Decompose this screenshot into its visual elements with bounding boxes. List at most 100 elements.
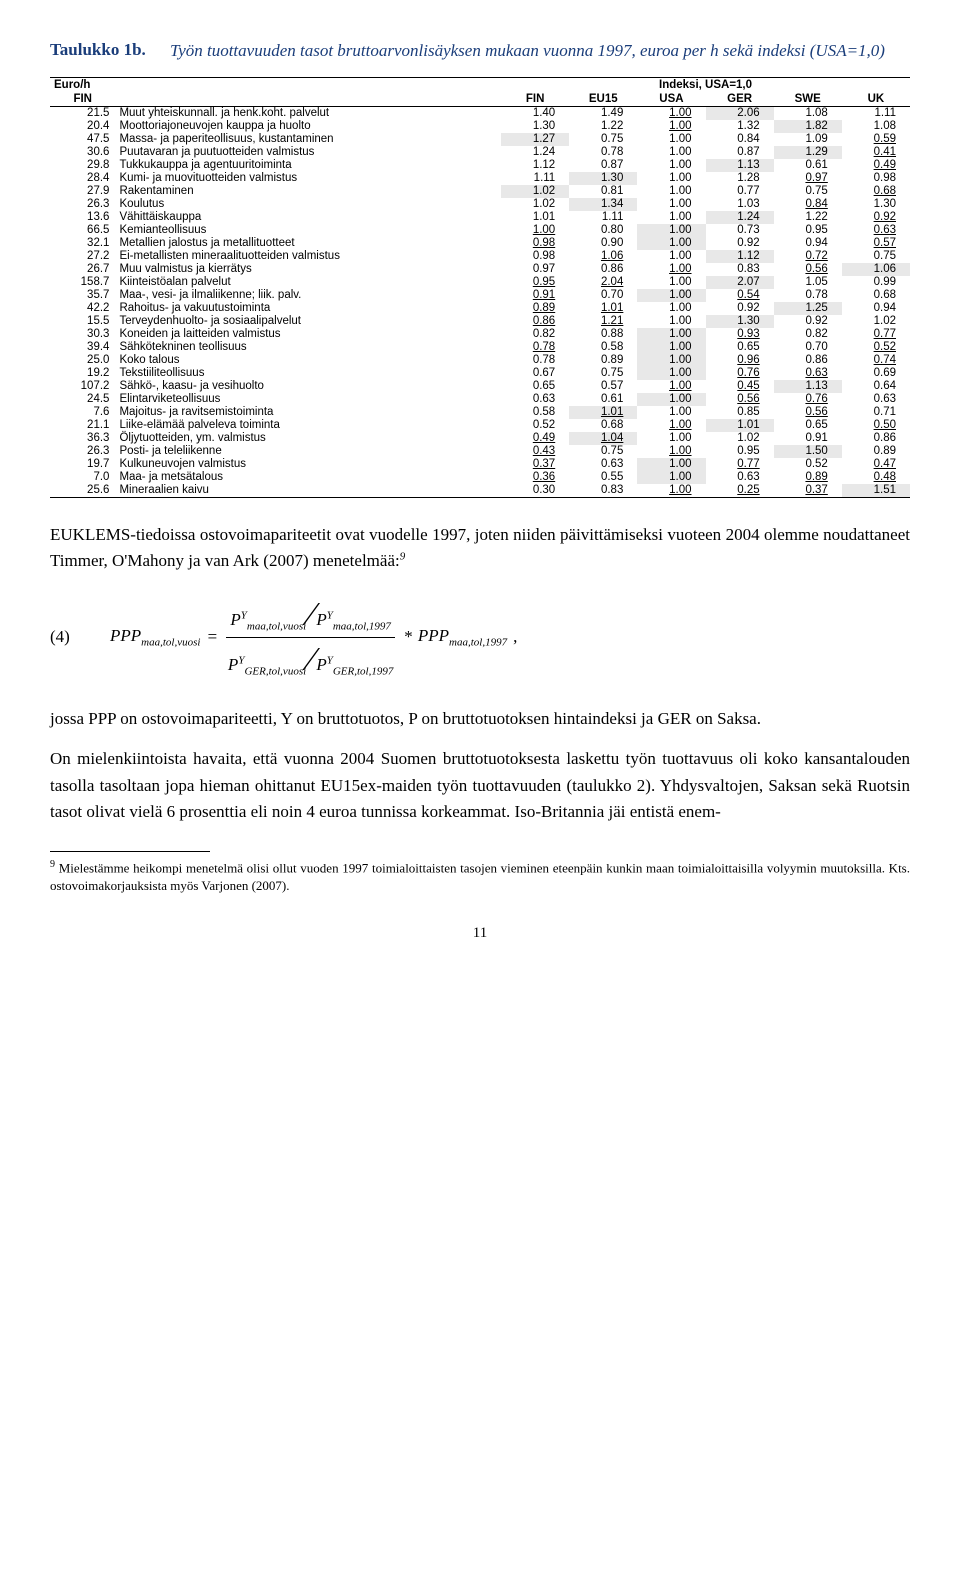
- cell-value: 0.56: [774, 406, 842, 419]
- cell-value: 0.68: [842, 185, 910, 198]
- cell-value: 1.05: [774, 276, 842, 289]
- cell-label: Koko talous: [115, 354, 501, 367]
- cell-value: 0.71: [842, 406, 910, 419]
- cell-euro: 7.0: [50, 471, 115, 484]
- cell-euro: 19.2: [50, 367, 115, 380]
- cell-value: 0.52: [501, 419, 569, 432]
- formula-row: (4) PPPmaa,tol,vuosi = PYmaa,tol,vuosi ⁄…: [50, 593, 910, 682]
- cell-value: 0.86: [842, 432, 910, 445]
- cell-value: 1.00: [637, 315, 705, 328]
- table-row: 42.2Rahoitus- ja vakuutustoiminta0.891.0…: [50, 302, 910, 315]
- table-title: Taulukko 1b. Työn tuottavuuden tasot bru…: [50, 40, 910, 63]
- table-row: 27.2Ei-metallisten mineraalituotteiden v…: [50, 250, 910, 263]
- cell-value: 0.56: [774, 263, 842, 276]
- cell-value: 0.91: [501, 289, 569, 302]
- cell-value: 0.37: [501, 458, 569, 471]
- cell-euro: 107.2: [50, 380, 115, 393]
- table-row: 15.5Terveydenhuolto- ja sosiaalipalvelut…: [50, 315, 910, 328]
- table-row: 21.1Liike-elämää palveleva toiminta0.520…: [50, 419, 910, 432]
- table-row: 27.9Rakentaminen1.020.811.000.770.750.68: [50, 185, 910, 198]
- cell-value: 1.30: [569, 172, 637, 185]
- table-row: 25.6Mineraalien kaivu0.300.831.000.250.3…: [50, 484, 910, 498]
- cell-value: 0.65: [706, 341, 774, 354]
- cell-value: 0.75: [569, 133, 637, 146]
- cell-value: 2.04: [569, 276, 637, 289]
- cell-label: Ei-metallisten mineraalituotteiden valmi…: [115, 250, 501, 263]
- cell-value: 0.82: [774, 328, 842, 341]
- cell-value: 0.70: [569, 289, 637, 302]
- table-header-row-2: FIN FIN EU15 USA GER SWE UK: [50, 92, 910, 107]
- cell-value: 0.72: [774, 250, 842, 263]
- cell-value: 1.00: [637, 120, 705, 133]
- cell-value: 0.89: [501, 302, 569, 315]
- cell-value: 0.75: [842, 250, 910, 263]
- cell-euro: 7.6: [50, 406, 115, 419]
- cell-value: 1.00: [637, 406, 705, 419]
- cell-value: 0.99: [842, 276, 910, 289]
- table-header-row-1: Euro/h Indeksi, USA=1,0: [50, 77, 910, 92]
- cell-value: 0.58: [569, 341, 637, 354]
- cell-value: 0.64: [842, 380, 910, 393]
- cell-value: 1.01: [569, 406, 637, 419]
- cell-value: 1.11: [501, 172, 569, 185]
- cell-value: 1.01: [569, 302, 637, 315]
- cell-value: 1.13: [774, 380, 842, 393]
- cell-euro: 42.2: [50, 302, 115, 315]
- cell-value: 1.02: [842, 315, 910, 328]
- cell-value: 0.83: [569, 484, 637, 498]
- cell-value: 0.68: [842, 289, 910, 302]
- cell-value: 0.98: [501, 237, 569, 250]
- cell-value: 1.09: [774, 133, 842, 146]
- cell-value: 0.75: [774, 185, 842, 198]
- cell-value: 0.78: [569, 146, 637, 159]
- cell-value: 0.97: [501, 263, 569, 276]
- cell-label: Mineraalien kaivu: [115, 484, 501, 498]
- cell-value: 0.61: [774, 159, 842, 172]
- cell-value: 0.37: [774, 484, 842, 498]
- cell-label: Maa-, vesi- ja ilmaliikenne; liik. palv.: [115, 289, 501, 302]
- data-table: Euro/h Indeksi, USA=1,0 FIN FIN EU15 USA…: [50, 77, 910, 498]
- cell-value: 0.74: [842, 354, 910, 367]
- table-row: 30.6Puutavaran ja puutuotteiden valmistu…: [50, 146, 910, 159]
- cell-value: 0.61: [569, 393, 637, 406]
- cell-value: 1.28: [706, 172, 774, 185]
- cell-value: 0.56: [706, 393, 774, 406]
- th-uk: UK: [842, 92, 910, 107]
- cell-label: Koulutus: [115, 198, 501, 211]
- cell-value: 1.01: [501, 211, 569, 224]
- cell-value: 0.65: [501, 380, 569, 393]
- cell-value: 1.30: [706, 315, 774, 328]
- cell-value: 0.43: [501, 445, 569, 458]
- cell-label: Metallien jalostus ja metallituotteet: [115, 237, 501, 250]
- cell-euro: 158.7: [50, 276, 115, 289]
- cell-label: Kiinteistöalan palvelut: [115, 276, 501, 289]
- th-swe: SWE: [774, 92, 842, 107]
- paragraph-2: jossa PPP on ostovoimapariteetti, Y on b…: [50, 706, 910, 732]
- cell-value: 2.07: [706, 276, 774, 289]
- cell-value: 1.00: [637, 393, 705, 406]
- cell-value: 0.77: [706, 458, 774, 471]
- cell-value: 0.76: [774, 393, 842, 406]
- cell-value: 1.00: [637, 367, 705, 380]
- table-row: 158.7Kiinteistöalan palvelut0.952.041.00…: [50, 276, 910, 289]
- cell-value: 0.89: [774, 471, 842, 484]
- cell-label: Rahoitus- ja vakuutustoiminta: [115, 302, 501, 315]
- th-blank: [115, 92, 501, 107]
- cell-value: 1.49: [569, 106, 637, 120]
- th-index: Indeksi, USA=1,0: [501, 77, 910, 92]
- cell-value: 0.98: [501, 250, 569, 263]
- cell-euro: 27.2: [50, 250, 115, 263]
- cell-value: 0.52: [842, 341, 910, 354]
- table-row: 26.3Koulutus1.021.341.001.030.841.30: [50, 198, 910, 211]
- cell-label: Muu valmistus ja kierrätys: [115, 263, 501, 276]
- cell-value: 1.00: [637, 354, 705, 367]
- cell-euro: 15.5: [50, 315, 115, 328]
- cell-value: 0.89: [569, 354, 637, 367]
- table-row: 19.2Tekstiiliteollisuus0.670.751.000.760…: [50, 367, 910, 380]
- cell-label: Koneiden ja laitteiden valmistus: [115, 328, 501, 341]
- table-row: 35.7Maa-, vesi- ja ilmaliikenne; liik. p…: [50, 289, 910, 302]
- cell-value: 1.11: [569, 211, 637, 224]
- cell-value: 1.00: [501, 224, 569, 237]
- cell-value: 0.30: [501, 484, 569, 498]
- cell-value: 0.50: [842, 419, 910, 432]
